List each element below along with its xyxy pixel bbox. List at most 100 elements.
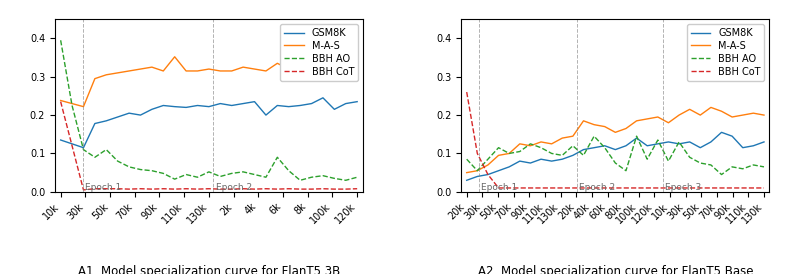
BBH CoT (124, 187, 133, 191)
GSM8K (284, 105, 294, 108)
BBH CoT (250, 187, 259, 191)
GSM8K (341, 102, 350, 105)
M-A-S (227, 69, 236, 73)
M-A-S (101, 73, 111, 76)
GSM8K (147, 108, 156, 111)
M-A-S (90, 77, 100, 80)
BBH CoT (307, 187, 316, 191)
BBH CoT (68, 144, 77, 147)
BBH AO (250, 173, 259, 176)
M-A-S (706, 106, 716, 109)
GSM8K (515, 159, 524, 163)
GSM8K (600, 144, 609, 147)
Line: GSM8K: GSM8K (60, 98, 357, 148)
Text: Epoch 3: Epoch 3 (665, 183, 701, 192)
BBH AO (526, 142, 535, 145)
GSM8K (56, 138, 65, 142)
BBH AO (352, 176, 362, 179)
BBH CoT (170, 187, 180, 191)
BBH AO (494, 146, 503, 149)
BBH CoT (568, 186, 578, 190)
M-A-S (738, 113, 747, 117)
M-A-S (124, 69, 133, 73)
BBH AO (653, 138, 663, 142)
GSM8K (526, 161, 535, 165)
Legend: GSM8K, M-A-S, BBH AO, BBH CoT: GSM8K, M-A-S, BBH AO, BBH CoT (687, 24, 765, 81)
BBH AO (557, 154, 567, 157)
M-A-S (557, 136, 567, 140)
M-A-S (526, 144, 535, 147)
GSM8K (557, 158, 567, 161)
M-A-S (494, 154, 503, 157)
GSM8K (759, 140, 769, 144)
BBH CoT (579, 186, 588, 190)
BBH AO (621, 169, 630, 172)
M-A-S (674, 113, 684, 117)
BBH AO (295, 179, 305, 182)
BBH AO (728, 165, 737, 169)
BBH AO (330, 177, 339, 180)
GSM8K (462, 179, 472, 182)
GSM8K (193, 104, 203, 107)
GSM8K (653, 142, 663, 145)
Legend: GSM8K, M-A-S, BBH AO, BBH CoT: GSM8K, M-A-S, BBH AO, BBH CoT (280, 24, 358, 81)
M-A-S (473, 169, 482, 172)
BBH CoT (515, 186, 524, 190)
M-A-S (113, 71, 122, 75)
M-A-S (78, 105, 88, 108)
GSM8K (473, 175, 482, 178)
M-A-S (621, 127, 630, 130)
GSM8K (68, 142, 77, 145)
BBH CoT (330, 187, 339, 191)
GSM8K (181, 106, 191, 109)
GSM8K (568, 154, 578, 157)
BBH CoT (295, 187, 305, 191)
BBH AO (159, 172, 168, 175)
BBH CoT (318, 187, 327, 190)
GSM8K (706, 140, 716, 144)
GSM8K (170, 105, 180, 108)
M-A-S (462, 171, 472, 174)
M-A-S (664, 121, 674, 124)
BBH CoT (749, 186, 758, 190)
GSM8K (547, 159, 557, 163)
BBH AO (674, 140, 684, 144)
Line: M-A-S: M-A-S (60, 57, 357, 107)
GSM8K (717, 131, 726, 134)
Text: Epoch 1: Epoch 1 (85, 183, 122, 192)
BBH CoT (547, 186, 557, 190)
M-A-S (536, 140, 546, 144)
M-A-S (759, 113, 769, 117)
BBH AO (536, 146, 546, 149)
BBH AO (216, 175, 225, 178)
GSM8K (664, 140, 674, 144)
BBH AO (204, 170, 214, 173)
M-A-S (318, 64, 327, 67)
BBH AO (56, 39, 65, 42)
X-axis label: A2. Model specialization curve for FlanT5 Base: A2. Model specialization curve for FlanT… (477, 264, 753, 274)
GSM8K (590, 146, 599, 149)
BBH AO (515, 150, 524, 153)
GSM8K (642, 144, 652, 147)
BBH AO (193, 176, 203, 179)
BBH CoT (136, 187, 145, 190)
BBH AO (568, 144, 578, 147)
BBH AO (78, 148, 88, 151)
GSM8K (330, 108, 339, 111)
BBH CoT (181, 187, 191, 190)
BBH AO (318, 174, 327, 177)
GSM8K (159, 104, 168, 107)
M-A-S (295, 67, 305, 71)
GSM8K (621, 144, 630, 147)
BBH CoT (484, 173, 493, 176)
BBH AO (124, 165, 133, 169)
M-A-S (515, 142, 524, 145)
BBH AO (113, 159, 122, 163)
BBH AO (759, 165, 769, 169)
BBH CoT (473, 152, 482, 155)
BBH AO (590, 135, 599, 138)
M-A-S (307, 65, 316, 69)
BBH AO (101, 148, 111, 151)
BBH AO (68, 104, 77, 107)
GSM8K (250, 100, 259, 103)
